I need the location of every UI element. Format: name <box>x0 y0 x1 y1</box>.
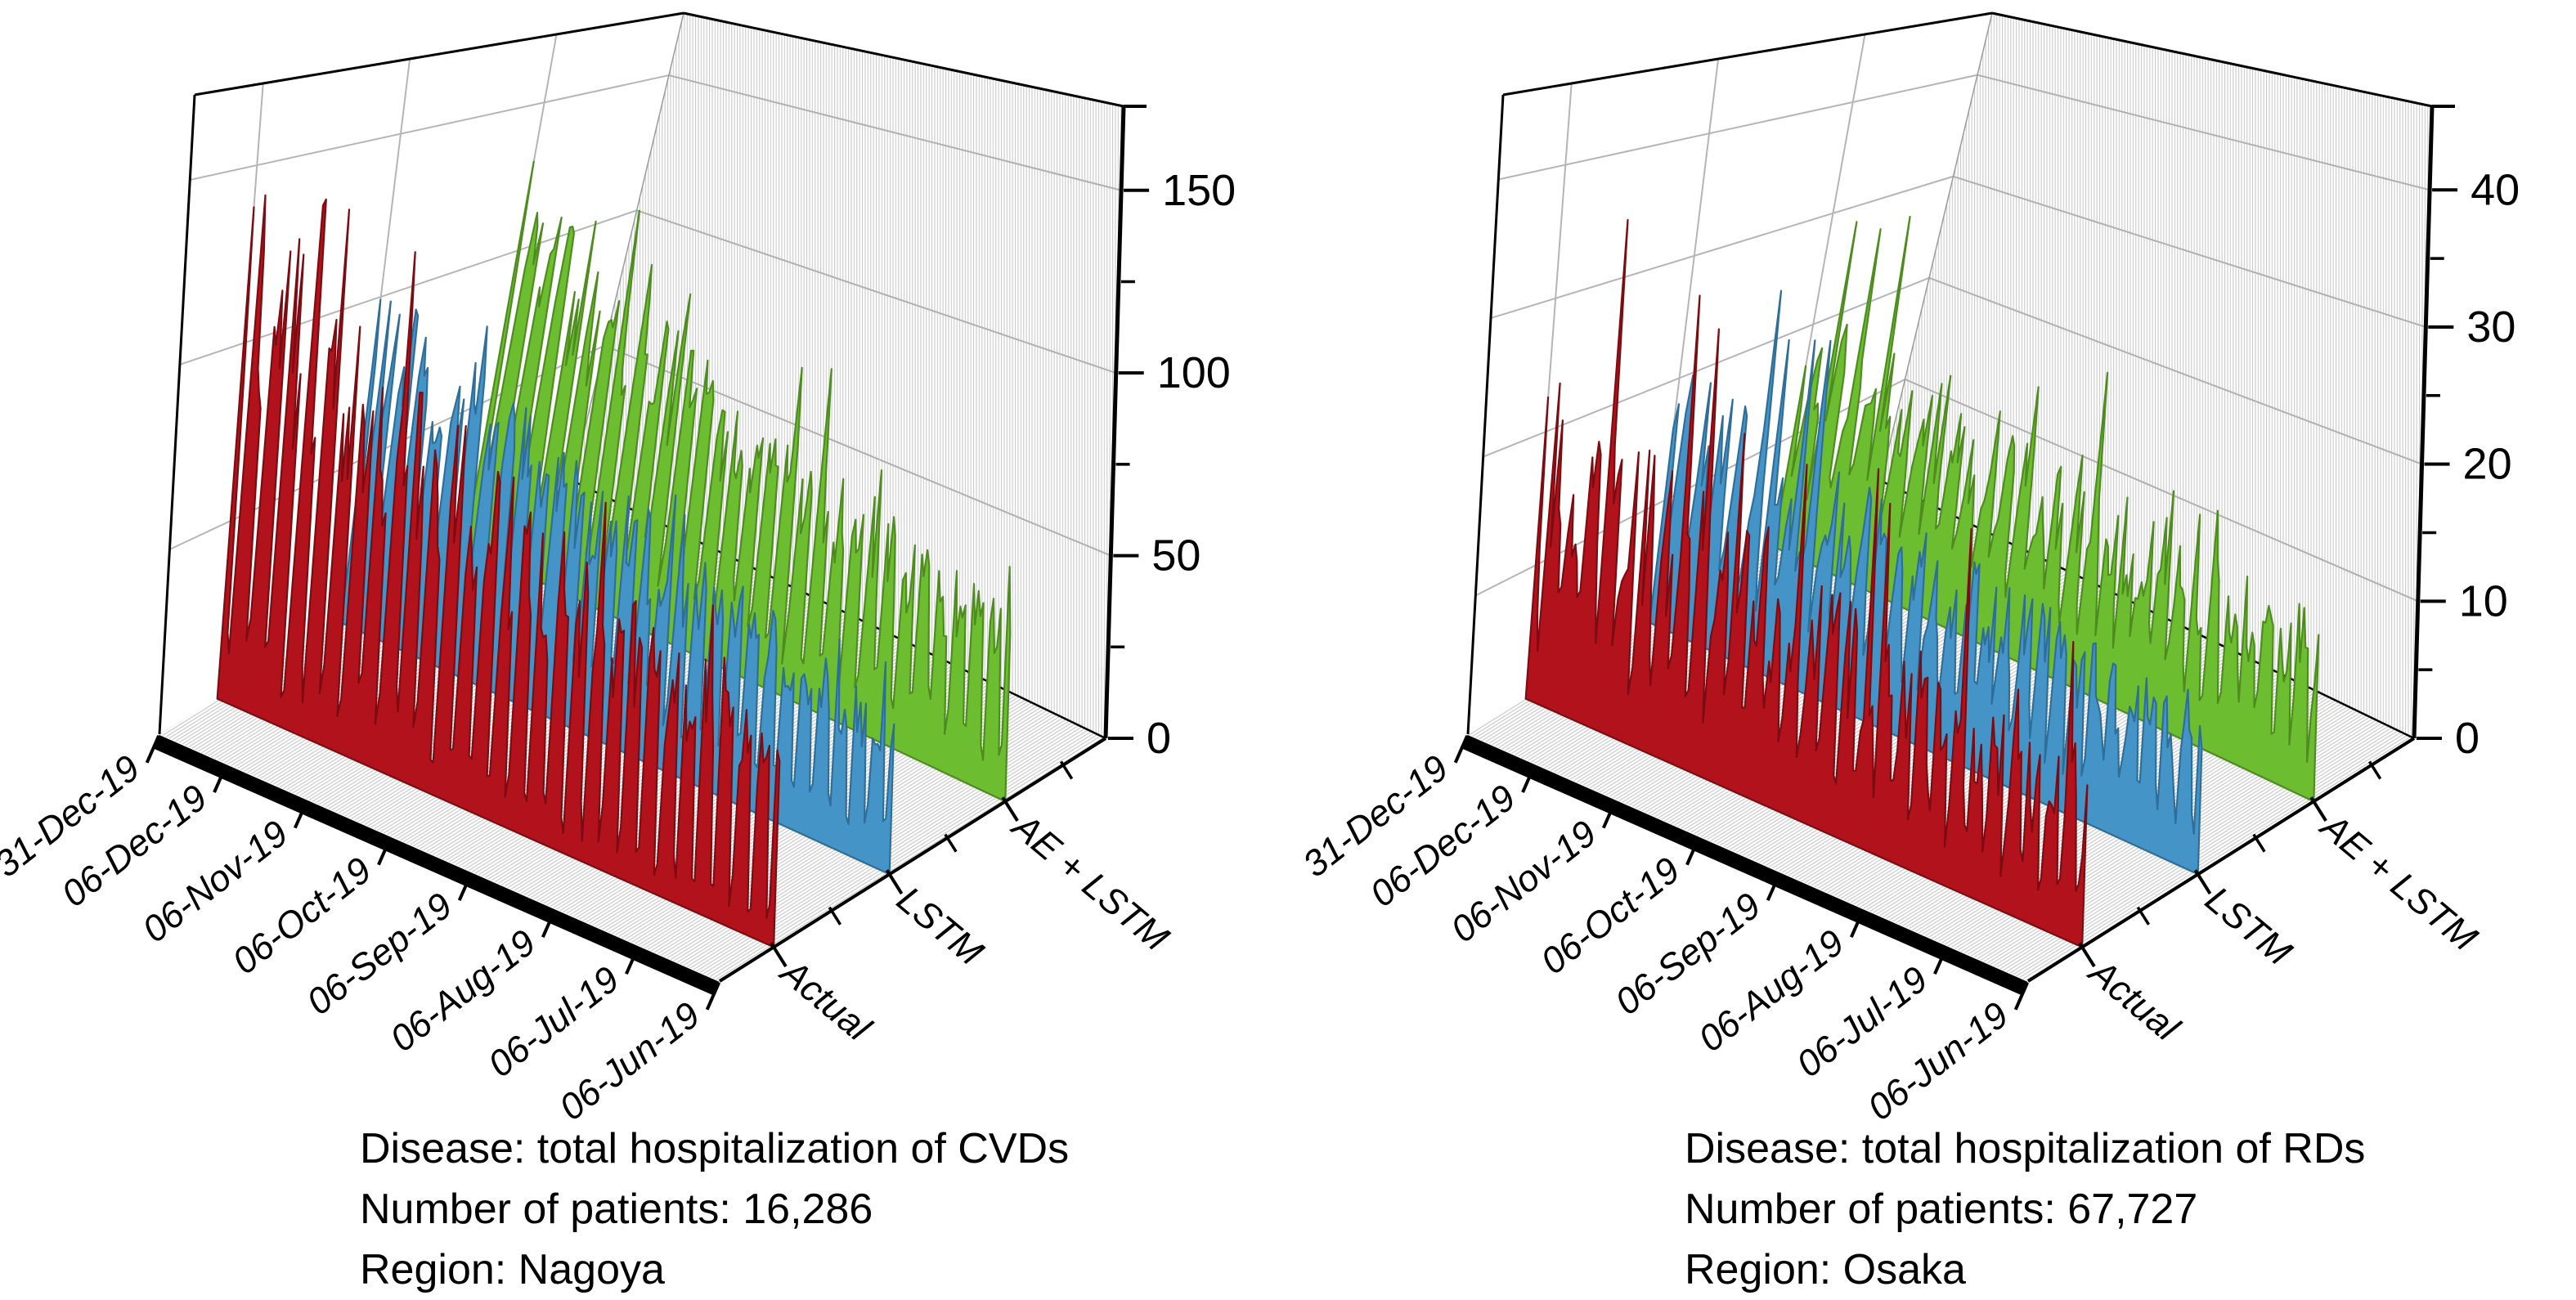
caption-line-disease: Disease: total hospitalization of CVDs <box>360 1125 1070 1172</box>
right-wall-hatched <box>572 13 1124 738</box>
series-ribbon-lstm <box>340 298 895 876</box>
date-tick <box>457 872 473 901</box>
back-wall <box>1468 13 1992 734</box>
series-axis-label: AE + LSTM <box>2312 804 2486 959</box>
date-tick <box>1453 735 1470 764</box>
series-minor-tick <box>828 906 842 926</box>
value-tick-label: 150 <box>1162 166 1236 215</box>
value-tick-label: 20 <box>2463 440 2512 489</box>
value-tick-label: 30 <box>2466 303 2515 352</box>
series-minor-tick <box>2367 760 2382 780</box>
date-tick <box>1766 872 1782 901</box>
value-axis <box>1103 105 1126 739</box>
series-ribbon-lstm <box>1649 289 2203 876</box>
right-wall-gridline-z <box>1905 379 2419 603</box>
series-tick <box>2309 796 2327 822</box>
series-minor-tick <box>1059 760 1074 780</box>
series-ribbon-ae-lstm <box>1772 215 2320 803</box>
back-wall-top-edge <box>194 11 684 96</box>
panel-left: 31-Dec-1906-Dec-1906-Nov-1906-Oct-1906-S… <box>0 11 1236 1128</box>
value-tick-label: 0 <box>2455 714 2480 763</box>
series-ribbon-actual <box>1524 218 2089 948</box>
series-axis-label: LSTM <box>2197 878 2300 974</box>
right-wall-gridline-z <box>1953 175 2426 328</box>
panel-right: 31-Dec-1906-Dec-1906-Nov-1906-Oct-1906-S… <box>1295 11 2520 1128</box>
back-wall-top-edge <box>1502 11 1993 96</box>
date-tick <box>705 982 721 1011</box>
value-axis <box>2412 105 2435 739</box>
value-tick-label: 40 <box>2471 165 2520 214</box>
series-axis-label: Actual <box>2080 949 2188 1050</box>
series-tick <box>2078 942 2096 968</box>
value-tick-label: 10 <box>2459 576 2508 625</box>
back-wall-gridline-z <box>190 74 670 181</box>
series-ribbon-actual <box>216 194 781 948</box>
right-wall-gridline-z <box>1977 74 2430 191</box>
date-tick <box>145 735 161 764</box>
value-tick-label: 50 <box>1151 531 1200 581</box>
walls-corner-edge <box>1880 12 1993 482</box>
back-wall-left-edge <box>1466 94 1505 735</box>
date-tick <box>1849 909 1865 939</box>
caption-line-patients: Number of patients: 67,727 <box>1685 1186 2198 1233</box>
series-axis <box>718 737 1107 983</box>
right-wall-hatched <box>1881 13 2432 738</box>
panels-group: 31-Dec-1906-Dec-1906-Nov-1906-Oct-1906-S… <box>0 11 2520 1128</box>
caption-line-region: Region: Nagoya <box>360 1246 665 1293</box>
series-minor-tick <box>2136 906 2151 926</box>
date-tick <box>1521 764 1537 793</box>
series-axis-label: AE + LSTM <box>1003 804 1178 959</box>
right-wall-gridline-z <box>1928 276 2422 465</box>
series-tick <box>770 942 788 968</box>
back-wall-gridline-z <box>1490 175 1954 320</box>
series-minor-tick <box>944 833 958 853</box>
right-wall-top-edge <box>1991 11 2433 108</box>
date-tick <box>213 764 228 793</box>
date-tick <box>2013 982 2030 1011</box>
date-tick <box>1685 836 1701 866</box>
series-axis <box>2026 737 2416 983</box>
caption-line-patients: Number of patients: 16,286 <box>360 1186 873 1233</box>
series-minor-tick <box>2252 833 2266 853</box>
back-wall-left-edge <box>158 94 196 735</box>
date-tick <box>625 946 640 975</box>
date-tick <box>293 800 309 829</box>
series-axis-label: LSTM <box>889 878 991 974</box>
series-tick <box>885 869 904 895</box>
right-wall-top-edge <box>683 11 1124 108</box>
value-tick-label: 0 <box>1147 714 1171 763</box>
back-wall-gridline-z <box>1498 74 1978 181</box>
series-tick <box>2193 869 2212 895</box>
date-axis-band <box>153 734 720 996</box>
series-ribbon-ae-lstm <box>464 160 1012 803</box>
value-tick-label: 100 <box>1157 348 1231 397</box>
date-axis-band <box>1461 734 2028 996</box>
caption-left: Disease: total hospitalization of CVDs N… <box>360 1118 1069 1300</box>
date-tick <box>377 836 393 866</box>
right-wall-gridline-z <box>636 209 1117 374</box>
series-axis-label: Actual <box>772 949 880 1050</box>
series-tick <box>1001 796 1019 822</box>
date-tick <box>1601 800 1618 829</box>
walls-corner-edge <box>572 12 684 482</box>
caption-line-region: Region: Osaka <box>1685 1246 1966 1293</box>
date-tick <box>541 909 557 939</box>
right-wall-gridline-z <box>668 74 1122 191</box>
caption-right: Disease: total hospitalization of RDs Nu… <box>1685 1118 2365 1300</box>
date-tick <box>1933 946 1949 975</box>
caption-line-disease: Disease: total hospitalization of RDs <box>1685 1125 2366 1172</box>
